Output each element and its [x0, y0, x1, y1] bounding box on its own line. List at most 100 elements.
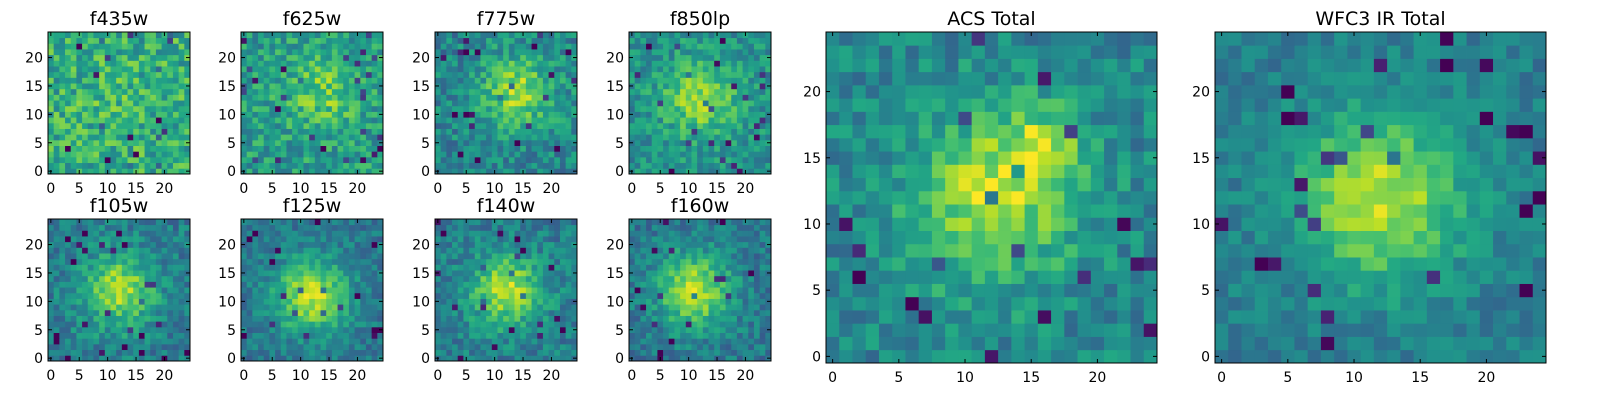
heatmap-cell [343, 338, 350, 345]
heatmap-cell [486, 287, 493, 294]
heatmap-cell [161, 315, 168, 322]
heatmap-cell [736, 71, 743, 78]
heatmap-cell [320, 224, 327, 231]
heatmap-cell [337, 156, 344, 164]
heatmap-cell [668, 117, 675, 124]
heatmap-cell [59, 241, 66, 248]
heatmap-cell [246, 60, 253, 67]
heatmap-cell [87, 117, 94, 124]
heatmap-cell [508, 100, 515, 107]
heatmap-cell [161, 309, 168, 316]
heatmap-cell [640, 315, 647, 322]
heatmap-cell [269, 71, 276, 78]
heatmap-cell [651, 60, 658, 67]
heatmap-cell [542, 264, 549, 271]
y-tick-label: 5 [227, 323, 236, 339]
heatmap-cell [663, 332, 670, 339]
heatmap-cell [93, 338, 100, 345]
heatmap-cell [354, 60, 361, 67]
heatmap-cell [93, 162, 100, 169]
heatmap-cell [708, 105, 715, 112]
heatmap-cell [634, 43, 641, 50]
heatmap-cell [435, 332, 442, 339]
heatmap-cell [514, 332, 521, 339]
heatmap-cell [514, 287, 521, 294]
heatmap-cell [463, 236, 470, 243]
heatmap-cell [275, 355, 282, 362]
heatmap-cell [697, 32, 704, 39]
x-tick-label: 0 [433, 368, 442, 384]
heatmap-cell [280, 111, 287, 118]
heatmap-cell [133, 43, 140, 50]
heatmap-cell [559, 230, 567, 237]
heatmap-cell [275, 253, 282, 260]
heatmap-cell [150, 60, 157, 67]
heatmap-cell [184, 224, 191, 231]
heatmap-cell [326, 321, 333, 328]
heatmap-cell [320, 264, 327, 271]
heatmap-cell [110, 168, 117, 175]
heatmap-cell [161, 292, 168, 299]
heatmap-cell [753, 139, 761, 146]
heatmap-cell [337, 287, 344, 294]
heatmap-cell [155, 355, 162, 362]
heatmap-cell [82, 111, 89, 118]
heatmap-cell [252, 304, 259, 311]
x-tick-label: 20 [737, 181, 755, 197]
heatmap-cell [246, 292, 253, 299]
heatmap-cell [702, 162, 709, 169]
heatmap-cell [371, 168, 378, 175]
heatmap-cell [172, 332, 180, 339]
heatmap-cell [93, 94, 100, 101]
heatmap-cell [309, 66, 316, 73]
heatmap-cell [559, 258, 567, 265]
heatmap-cell [640, 162, 647, 169]
heatmap-cell [133, 258, 140, 265]
heatmap-cell [463, 287, 470, 294]
heatmap-cell [110, 309, 117, 316]
heatmap-cell [53, 145, 60, 152]
heatmap-cell [87, 236, 94, 243]
heatmap-cell [759, 94, 766, 101]
heatmap-cell [155, 162, 162, 169]
heatmap-cell [70, 162, 77, 169]
heatmap-cell [634, 128, 641, 135]
heatmap-cell [503, 275, 510, 282]
heatmap-cell [133, 275, 140, 282]
heatmap-cell [337, 219, 344, 226]
heatmap-cell [753, 309, 761, 316]
heatmap-cell [702, 349, 709, 356]
heatmap-cell [93, 43, 100, 50]
heatmap-cell [520, 37, 527, 44]
heatmap-cell [759, 54, 766, 61]
heatmap-cell [354, 156, 361, 164]
heatmap-cell [150, 309, 157, 316]
heatmap-cell [48, 94, 55, 101]
heatmap-cell [116, 77, 123, 84]
heatmap-cell [657, 281, 664, 288]
heatmap-cell [525, 298, 532, 305]
heatmap-cell [702, 304, 709, 311]
heatmap-cell [668, 156, 675, 164]
heatmap-cell [252, 292, 259, 299]
heatmap-cell [520, 162, 527, 169]
heatmap-cell [365, 349, 373, 356]
heatmap-cell [82, 43, 89, 50]
heatmap-cell [446, 275, 453, 282]
heatmap-cell [474, 321, 481, 328]
heatmap-cell [565, 83, 572, 90]
heatmap-cell [150, 304, 157, 311]
heatmap-cell [753, 49, 761, 56]
heatmap-cell [269, 111, 276, 118]
heatmap-cell [87, 43, 94, 50]
heatmap-cell [531, 253, 538, 260]
heatmap-cell [309, 264, 316, 271]
heatmap-cell [167, 60, 174, 67]
heatmap-cell [127, 156, 134, 164]
heatmap-cell [360, 111, 367, 118]
heatmap-cell [531, 32, 538, 39]
heatmap-cell [246, 326, 253, 333]
heatmap-cell [542, 128, 549, 135]
heatmap-cell [646, 128, 653, 135]
heatmap-cell [314, 338, 321, 345]
